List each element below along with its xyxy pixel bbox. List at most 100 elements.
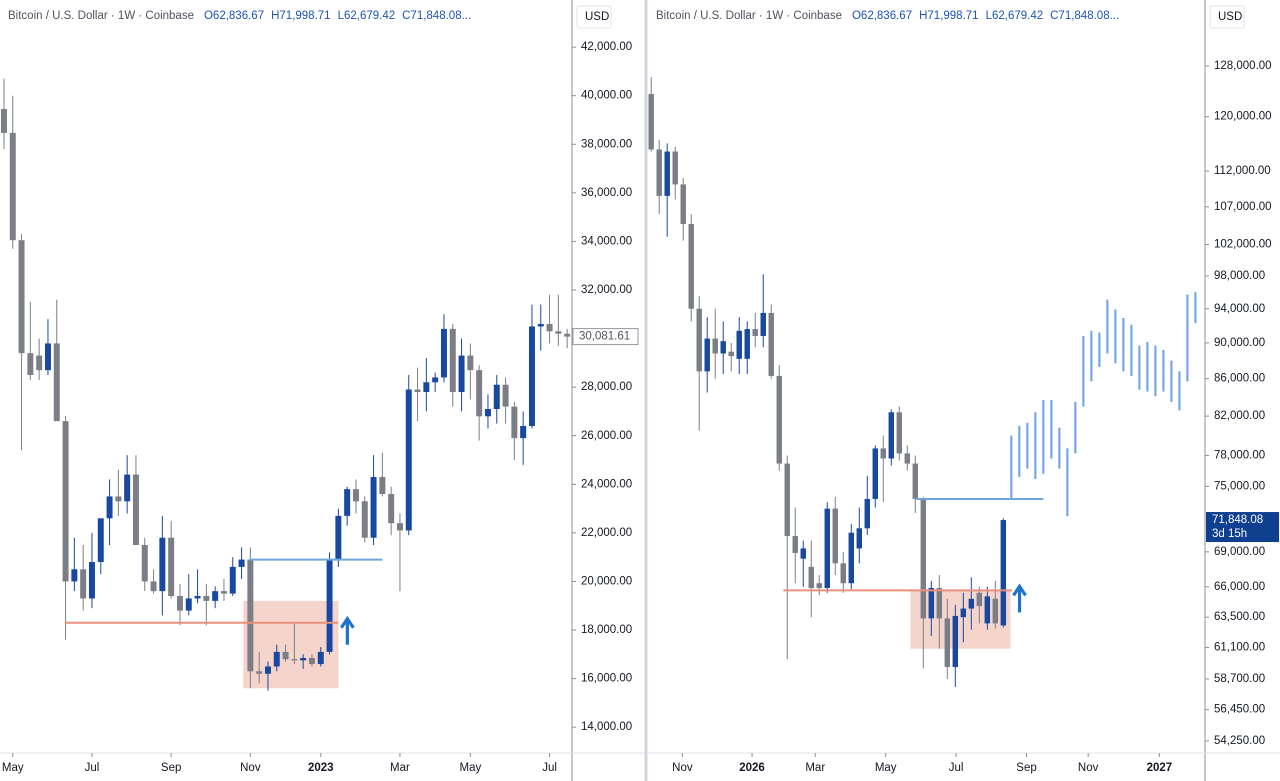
candle-body <box>238 559 245 567</box>
candle-body <box>97 518 104 563</box>
candle-body <box>467 355 474 371</box>
ohlc-readout: H71,998.71 <box>271 10 330 22</box>
last-price-label: 71,848.08 <box>1212 514 1263 526</box>
candle-body <box>432 377 439 383</box>
y-tick-label: 107,000.00 <box>1214 201 1272 213</box>
x-tick-label: Jul <box>949 762 964 774</box>
candle-body <box>816 583 822 588</box>
currency-box <box>1209 5 1245 29</box>
y-tick-label: 69,000.00 <box>1214 546 1265 558</box>
candle-body <box>564 333 571 337</box>
y-tick-label: 24,000.00 <box>581 478 632 490</box>
candle-body <box>212 591 219 601</box>
y-tick-label: 18,000.00 <box>581 624 632 636</box>
candle-body <box>291 659 298 661</box>
y-tick-label: 56,450.00 <box>1214 704 1265 716</box>
candle-body <box>300 657 307 661</box>
x-tick-label: Nov <box>1078 762 1099 774</box>
candle-body <box>18 240 25 354</box>
candle-body <box>9 132 16 241</box>
candle-body <box>361 501 368 538</box>
candle-body <box>194 596 201 599</box>
candle-body <box>760 312 766 336</box>
y-tick-label: 22,000.00 <box>581 527 632 539</box>
candle-body <box>176 596 183 611</box>
x-tick-label: Jul <box>542 762 557 774</box>
y-tick-label: 98,000.00 <box>1214 270 1265 282</box>
candle-body <box>282 651 289 660</box>
candle-body <box>648 94 654 150</box>
candle-body <box>800 548 806 559</box>
candle-body <box>229 566 236 594</box>
x-tick-label: Nov <box>240 762 261 774</box>
candle-body <box>952 615 959 668</box>
candle-body <box>848 532 854 584</box>
candle-body <box>53 343 60 422</box>
candle-body <box>752 329 758 336</box>
candle-body <box>1000 520 1007 626</box>
candle-body <box>0 109 7 133</box>
y-tick-label: 20,000.00 <box>581 575 632 587</box>
y-tick-label: 112,000.00 <box>1214 165 1271 177</box>
candle-body <box>396 523 403 531</box>
candle-body <box>696 308 702 372</box>
y-tick-label: 54,250.00 <box>1214 735 1265 747</box>
candle-body <box>768 312 774 376</box>
y-tick-label: 128,000.00 <box>1214 60 1272 72</box>
support-zone <box>243 600 339 689</box>
y-tick-label: 86,000.00 <box>1214 373 1265 385</box>
candle-body <box>423 382 430 393</box>
legend-header: Bitcoin / U.S. Dollar · 1W · Coinbase O62… <box>8 10 471 22</box>
candle-body <box>388 494 395 524</box>
ohlc-readout: C71,848.08... <box>1050 10 1119 22</box>
candle-body <box>326 559 333 652</box>
candle-body <box>520 426 527 439</box>
candle-body <box>256 671 263 674</box>
candle-body <box>203 596 210 601</box>
y-tick-label: 38,000.00 <box>581 138 632 150</box>
symbol-name: Bitcoin / U.S. Dollar · 1W · Coinbase <box>656 10 842 22</box>
y-tick-label: 34,000.00 <box>581 235 632 247</box>
candle-body <box>680 184 686 224</box>
candle-body <box>106 496 113 519</box>
y-tick-label: 90,000.00 <box>1214 337 1265 349</box>
candle-body <box>784 463 790 537</box>
y-tick-label: 94,000.00 <box>1214 303 1265 315</box>
candle-body <box>317 651 324 665</box>
candle-body <box>80 569 87 599</box>
y-tick-label: 66,000.00 <box>1214 581 1265 593</box>
ohlc-readout: C71,848.08... <box>402 10 471 22</box>
y-tick-label: 61,100.00 <box>1214 641 1265 653</box>
ohlc-readout: H71,998.71 <box>919 10 978 22</box>
candle-body <box>720 341 726 354</box>
plot-area <box>0 78 571 691</box>
candle-body <box>335 515 342 560</box>
y-tick-label: 32,000.00 <box>581 284 632 296</box>
candle-body <box>247 559 254 672</box>
x-tick-label: 2023 <box>308 762 334 774</box>
x-tick-label: May <box>875 762 897 774</box>
candle-body <box>308 657 315 665</box>
candle-body <box>379 477 386 495</box>
y-tick-label: 102,000.00 <box>1214 239 1272 251</box>
candle-body <box>880 448 887 459</box>
candle-body <box>555 331 562 334</box>
y-tick-label: 26,000.00 <box>581 430 632 442</box>
candle-body <box>840 563 846 584</box>
candle-body <box>832 508 838 564</box>
up-arrow <box>1012 583 1027 613</box>
candle-body <box>864 498 870 529</box>
candle-body <box>744 329 750 359</box>
y-tick-label: 120,000.00 <box>1214 111 1272 123</box>
candle-body <box>502 384 509 407</box>
candle-body <box>776 375 782 464</box>
currency-label: USD <box>585 11 609 23</box>
candle-body <box>936 587 943 619</box>
candle-body <box>984 596 991 624</box>
candle-body <box>352 489 359 502</box>
x-tick-label: Nov <box>672 762 693 774</box>
candle-body <box>264 666 271 674</box>
y-tick-label: 16,000.00 <box>581 673 632 685</box>
